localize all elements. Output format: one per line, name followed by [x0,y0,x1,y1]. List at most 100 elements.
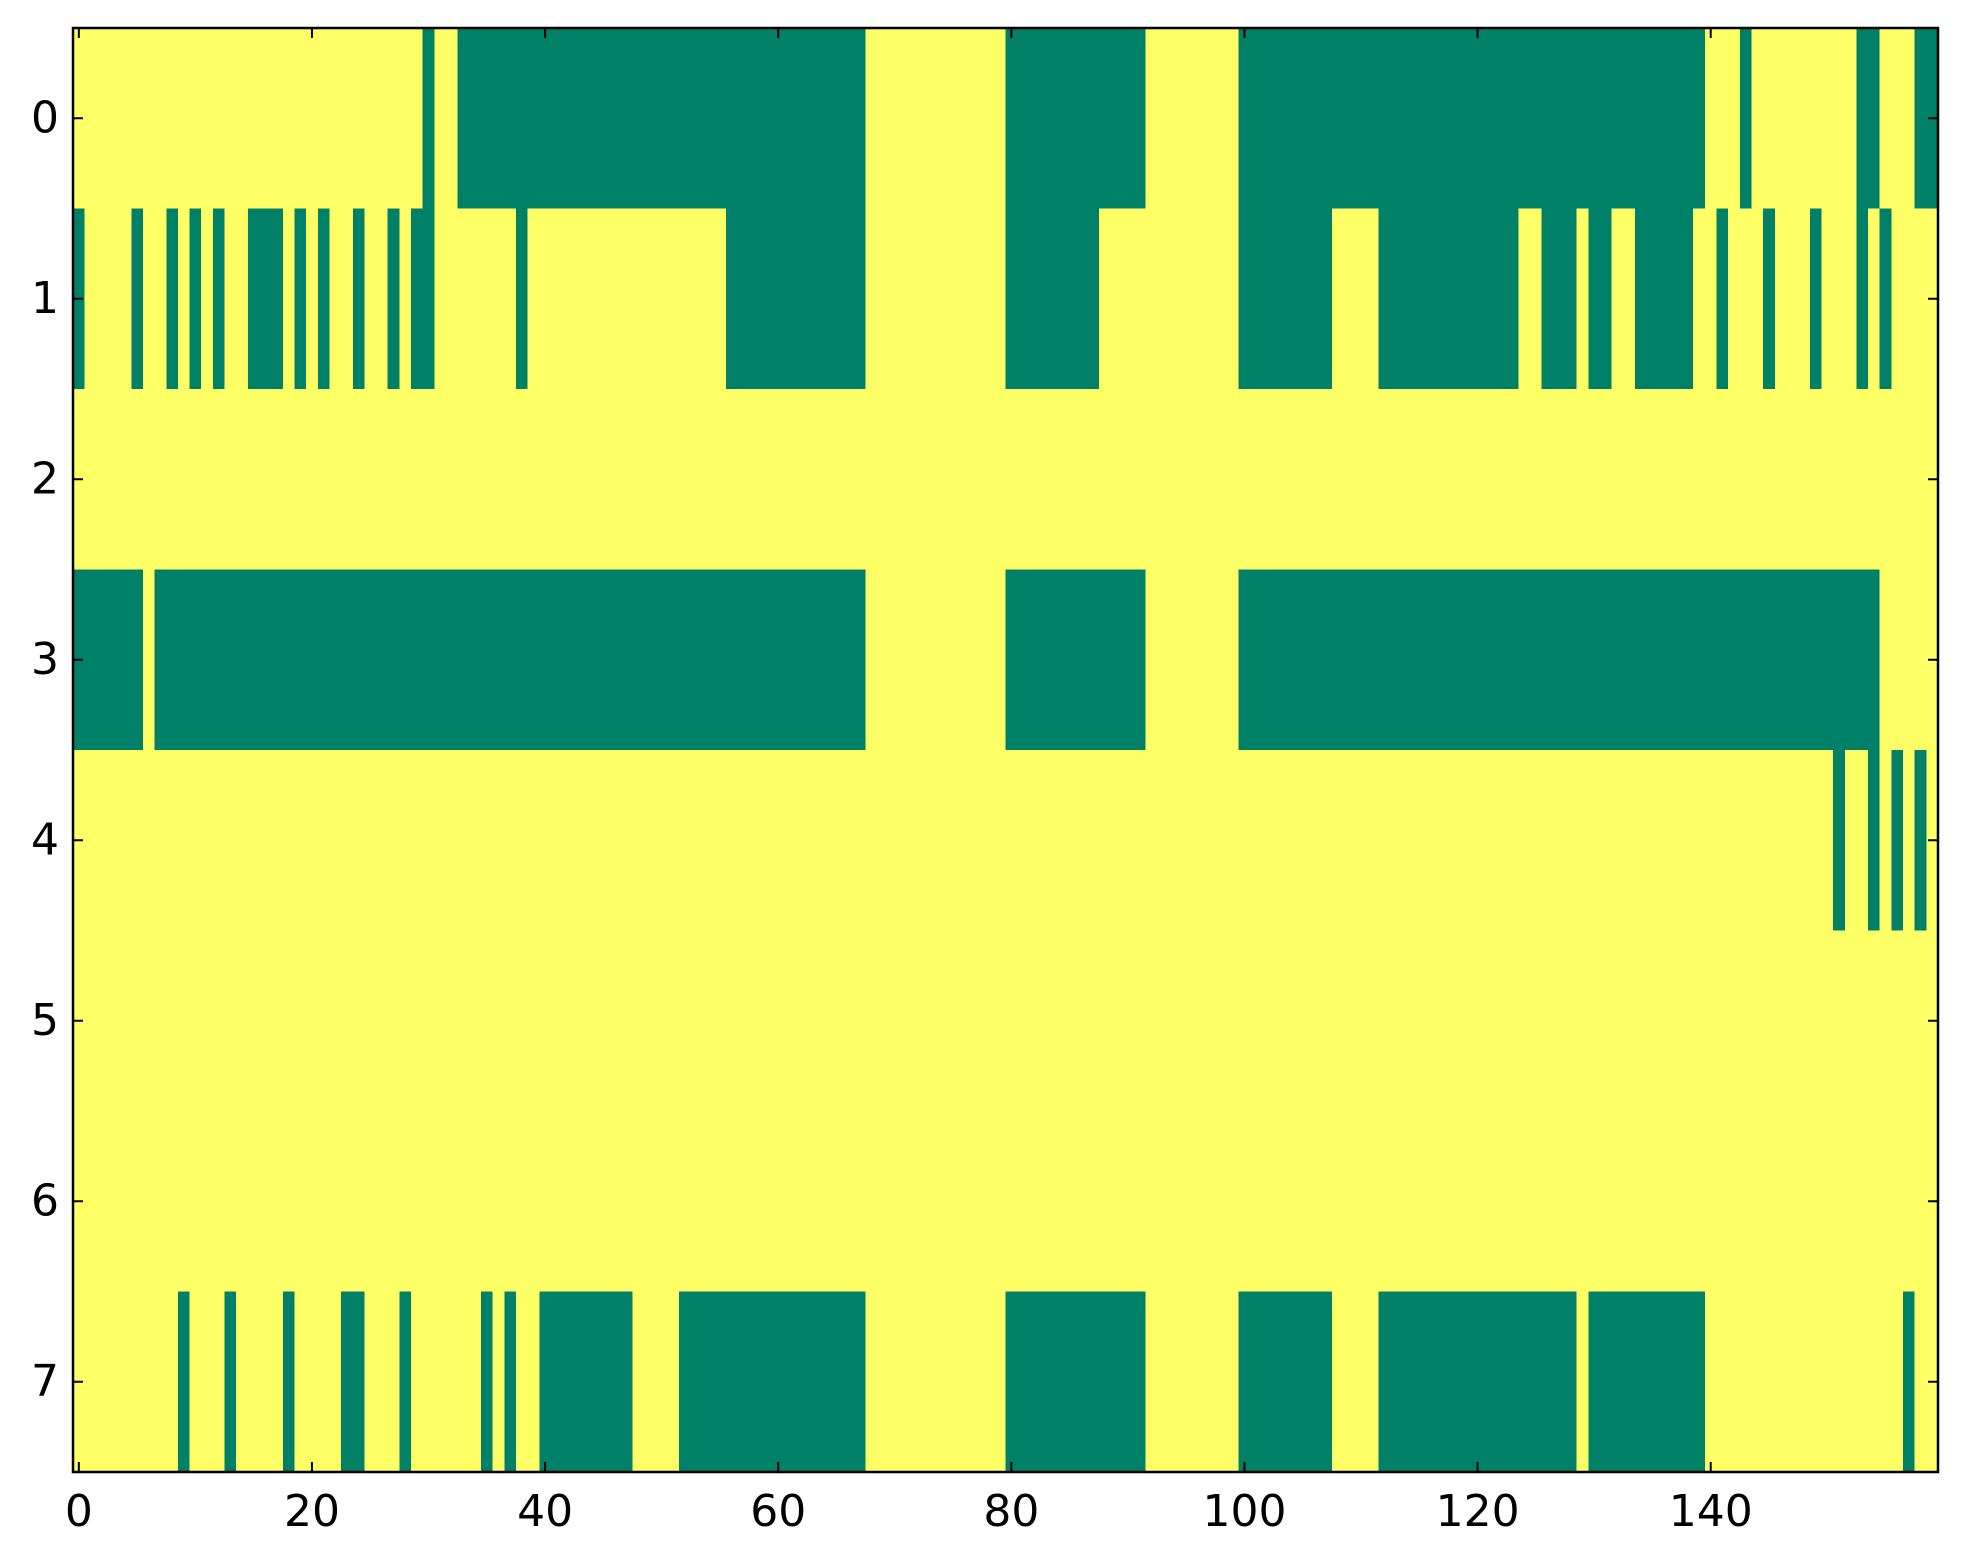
heatmap-cell [1425,1291,1438,1473]
heatmap-cell [1483,750,1496,932]
heatmap-cell [1716,28,1729,210]
heatmap-cell [655,1291,669,1473]
heatmap-cell [1541,208,1554,390]
heatmap-cell [1250,569,1263,751]
heatmap-cell [1634,930,1648,1112]
heatmap-cell [399,208,412,390]
heatmap-cell [970,1111,983,1293]
heatmap-cell [714,750,727,932]
heatmap-cell [341,750,354,932]
heatmap-cell [853,1111,867,1293]
heatmap-cell [1506,750,1519,932]
heatmap-cell [830,28,843,210]
heatmap-cell [107,1291,121,1473]
heatmap-cell [387,1291,400,1473]
heatmap-cell [865,1111,878,1293]
heatmap-cell [294,930,307,1112]
heatmap-cell [562,28,575,210]
heatmap-cell [1611,1291,1624,1473]
heatmap-cell [107,28,121,210]
plot-frame [71,26,1940,1474]
heatmap-cell [1296,208,1310,390]
heatmap-cell [1879,389,1892,571]
heatmap-cell [714,208,727,390]
heatmap-cell [131,1291,144,1473]
heatmap-cell [201,930,214,1112]
heatmap-cell [1180,1291,1193,1473]
heatmap-cell [1378,1111,1391,1293]
heatmap-cell [1285,569,1298,751]
heatmap-cell [317,569,331,751]
x-tick-label: 0 [65,1486,93,1537]
heatmap-cell [1471,389,1485,571]
heatmap-cell [329,208,342,390]
heatmap-cell [1110,569,1123,751]
heatmap-cell [1565,208,1578,390]
heatmap-cell [294,28,307,210]
heatmap-cell [1355,1291,1368,1473]
x-tick-label: 20 [284,1486,340,1537]
heatmap-cell [550,569,564,751]
heatmap-cell [131,1111,144,1293]
heatmap-cell [387,750,400,932]
heatmap-cell [1646,930,1659,1112]
heatmap-cell [1460,1111,1473,1293]
heatmap-cell [306,1291,319,1473]
heatmap-cell [1658,750,1671,932]
heatmap-cell [1693,208,1706,390]
heatmap-cell [1728,1111,1741,1293]
heatmap-cell [224,28,237,210]
heatmap-cell [224,930,237,1112]
heatmap-cell [1215,569,1228,751]
heatmap-cell [737,1111,750,1293]
heatmap-cell [107,750,121,932]
heatmap-cell [993,28,1007,210]
heatmap-cell [644,28,657,210]
heatmap-cell [760,28,773,210]
heatmap-cell [1075,569,1088,751]
heatmap-cell [1903,750,1916,932]
heatmap-cell [1763,389,1776,571]
heatmap-cell [189,1111,202,1293]
heatmap-cell [376,1111,389,1293]
heatmap-cell [749,1291,762,1473]
heatmap-cell [993,208,1007,390]
heatmap-cell [539,569,552,751]
heatmap-cell [1903,1111,1916,1293]
heatmap-cell [1168,208,1181,390]
heatmap-cell [1541,1111,1554,1293]
heatmap-cell [1273,569,1286,751]
heatmap-cell [1448,28,1461,210]
heatmap-cell [1658,1291,1671,1473]
heatmap-cell [515,1291,529,1473]
heatmap-cell [1821,750,1834,932]
heatmap-cell [1693,389,1706,571]
heatmap-cell [877,208,890,390]
heatmap-cell [690,1111,704,1293]
heatmap-cell [1669,1291,1683,1473]
heatmap-cell [807,1291,820,1473]
heatmap-cell [1343,1291,1356,1473]
heatmap-cell [702,28,715,210]
heatmap-cell [1903,1291,1916,1473]
heatmap-cell [504,1291,517,1473]
heatmap-cell [1226,930,1240,1112]
heatmap-cell [1192,1111,1205,1293]
heatmap-cell [1483,28,1496,210]
heatmap-cell [1390,389,1403,571]
heatmap-cell [725,930,739,1112]
heatmap-cell [1122,208,1135,390]
heatmap-cell [224,389,237,571]
heatmap-cell [1763,569,1776,751]
heatmap-cell [620,569,634,751]
heatmap-cell [247,569,261,751]
heatmap-cell [888,208,902,390]
heatmap-cell [1611,750,1624,932]
heatmap-cell [795,930,808,1112]
heatmap-cell [1226,1111,1240,1293]
heatmap-cell [1378,569,1391,751]
heatmap-cell [317,1111,331,1293]
heatmap-cell [690,930,704,1112]
heatmap-cell [1681,389,1694,571]
heatmap-cell [597,1291,610,1473]
